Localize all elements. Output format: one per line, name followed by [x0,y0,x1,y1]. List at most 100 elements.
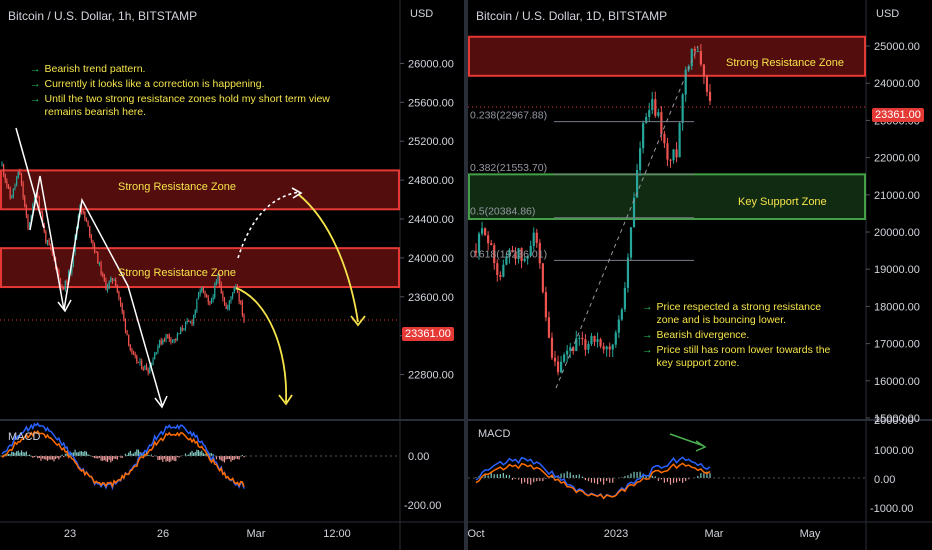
candle-body [502,264,505,277]
fib-level-label: 0.382(21553.70) [470,162,547,174]
candle-body [201,287,203,292]
candle-body [654,99,657,116]
candle-body [584,339,587,350]
x-tick-label: Oct [468,528,485,540]
candle-body [535,232,538,243]
zone-label: Strong Resistance Zone [118,267,237,279]
candle-body [87,221,89,227]
candle-body [632,197,636,228]
candle-body [696,51,699,53]
candle-body [118,291,120,299]
candle-body [645,116,648,123]
candle-body [599,339,602,347]
candle-body [64,280,66,290]
candle-body [40,208,42,215]
signal-line [1,430,245,489]
candle-body [517,248,520,259]
candle-body [152,359,154,366]
candle-body [173,339,175,341]
candle-body [131,349,133,353]
candle-body [611,344,614,350]
note-text: Currently it looks like a correction is … [44,78,265,90]
arrow-right-icon: → [642,329,653,341]
candle-body [197,293,200,300]
chart-1h-canvas[interactable]: 26000.00 25600.00 25200.00 24800.00 24400.00… [0,0,464,550]
candle-body [71,265,73,273]
macd-label: MACD [8,431,41,443]
candle-body [635,170,639,198]
candle-body [241,303,243,316]
candle-body [95,251,97,253]
candle-body [596,339,599,342]
candle-body [124,319,127,331]
candle-body [214,285,216,298]
x-tick-label: 12:00 [323,528,351,540]
candle-body [3,164,5,175]
candle-body [137,361,140,363]
candle-body [660,112,663,134]
candle-body [43,225,45,232]
candle-body [63,287,65,290]
note-text: Bearish divergence. [656,329,750,341]
arrow-head-icon [695,440,707,452]
candle-body [176,334,179,341]
candle-body [180,328,182,334]
candle-body [145,365,148,371]
candle-body [97,252,99,264]
candle-body [593,336,596,342]
candle-body [129,344,131,350]
candle-body [702,64,706,77]
candle-body [212,297,214,300]
candle-body [19,171,21,175]
candle-body [142,368,144,370]
candle-body [38,197,40,209]
arrow-head-icon [57,299,72,313]
candle-body [136,355,138,362]
candle-body [526,255,529,259]
x-tick-label: Mar [247,528,266,540]
y-tick-label: 24000.00 [408,253,454,265]
macd-tick-label: -200.00 [404,500,441,512]
arrow-right-icon: → [642,344,653,356]
note-text: Until the two strong resistance zones ho… [44,93,330,118]
y-tick-label: 24400.00 [408,214,454,226]
fib-trend-line [555,45,699,389]
candle-body [663,133,666,144]
candle-body [50,245,52,249]
candle-body [699,51,702,65]
candle-body [126,330,128,336]
candle-body [132,352,135,355]
chart-title: Bitcoin / U.S. Dollar, 1h, BITSTAMP [8,9,198,23]
candle-body [553,357,557,362]
candle-body [1,164,3,166]
candle-body [181,328,183,330]
candle-body [550,337,554,358]
macd-tick-label: 2000.00 [874,415,914,427]
arrow-right-icon: → [30,93,41,105]
candle-body [188,320,190,322]
candle-body [675,149,678,158]
chart-1d-canvas[interactable]: 25000.0024000.0023000.0022000.0021000.00… [468,0,932,550]
candle-body [532,232,535,247]
last-price-badge: 23361.00 [402,327,454,341]
candle-body [608,346,611,350]
candle-body [128,335,130,345]
arrow-right-icon: → [30,63,41,75]
price-unit: USD [876,8,900,20]
candle-body [92,240,94,245]
candle-body [620,309,623,320]
chart-pane-1d[interactable]: 25000.0024000.0023000.0022000.0021000.00… [468,0,932,550]
note-text: Bearish trend pattern. [44,63,146,75]
candle-body [46,240,49,243]
x-tick-label: 2023 [604,528,628,540]
y-tick-label: 15000.00 [874,413,920,425]
candle-body [523,258,526,262]
candle-body [25,206,27,216]
pane-divider[interactable] [464,0,468,550]
candle-body [171,340,174,342]
chart-pane-1h[interactable]: 26000.00 25600.00 25200.00 24800.00 24400.00… [0,0,464,550]
projection-arrow [235,287,287,403]
candle-body [681,94,684,124]
y-tick-label: 20000.00 [874,227,920,239]
x-tick-label: Mar [705,528,724,540]
